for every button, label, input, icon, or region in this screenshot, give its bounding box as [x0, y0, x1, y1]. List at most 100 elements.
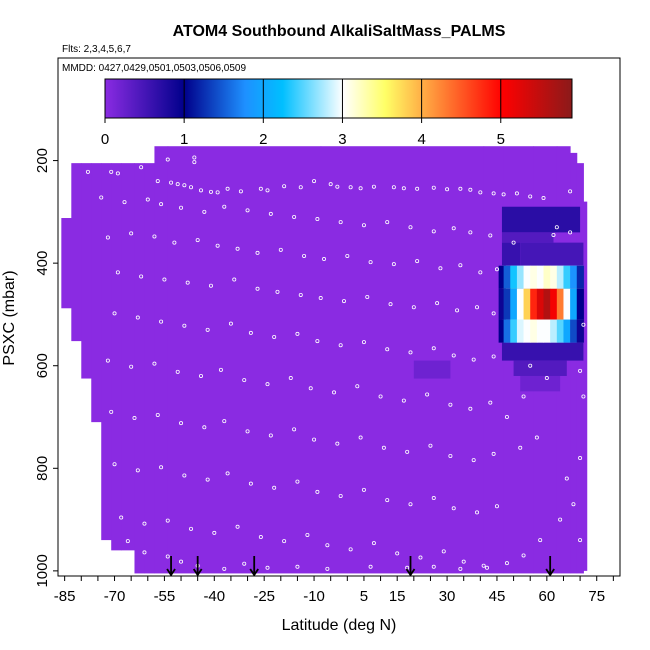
sample-point: [295, 479, 300, 484]
x-tick-label: 15: [389, 588, 406, 605]
sample-point: [175, 182, 180, 187]
x-tick-label: -40: [203, 588, 225, 605]
sample-point: [205, 477, 210, 482]
sample-point: [248, 481, 253, 486]
x-tick-label: 75: [588, 588, 605, 605]
plume-cell: [550, 265, 558, 289]
sample-point: [388, 302, 393, 307]
y-tick-label: 1000: [34, 554, 51, 587]
sample-point: [425, 392, 430, 397]
sample-point: [355, 384, 360, 389]
sample-point: [568, 230, 573, 235]
plume-cell: [516, 319, 525, 343]
sample-point: [511, 240, 516, 245]
sample-point: [494, 504, 499, 509]
sample-point: [335, 184, 340, 189]
sample-point: [235, 246, 240, 251]
chart-title: ATOM4 Southbound AlkaliSaltMass_PALMS: [173, 23, 506, 40]
sample-point: [198, 188, 203, 193]
sample-point: [568, 189, 573, 194]
sample-point: [202, 425, 207, 430]
x-tick-label: -25: [253, 588, 275, 605]
sample-point: [112, 462, 117, 467]
sample-point: [581, 322, 586, 327]
sample-point: [198, 373, 203, 378]
sample-point: [115, 270, 120, 275]
coverage-column: [144, 163, 155, 574]
sample-point: [179, 205, 184, 210]
sample-point: [391, 262, 396, 267]
sample-point: [315, 339, 320, 344]
sample-point: [554, 225, 559, 230]
flight-arrow-head: [249, 568, 259, 577]
plume-cell: [570, 288, 578, 320]
sample-point: [435, 301, 440, 306]
coverage-column: [61, 218, 72, 309]
sample-point: [478, 270, 483, 275]
sample-point: [391, 185, 396, 190]
sample-point: [448, 402, 453, 407]
sample-point: [514, 191, 519, 196]
heatmap-cell: [413, 360, 451, 379]
sample-point: [415, 259, 420, 264]
plume-cell: [510, 265, 518, 289]
plume-cell: [543, 319, 551, 343]
x-tick-label: 45: [489, 588, 506, 605]
sample-point: [488, 400, 493, 405]
sample-point: [228, 321, 233, 326]
plume-cell: [543, 288, 551, 320]
sample-point: [142, 550, 147, 555]
sample-point: [534, 435, 539, 440]
plume-cell: [570, 319, 578, 343]
sample-point: [428, 443, 433, 448]
sample-point: [544, 376, 549, 381]
sample-point: [242, 561, 247, 566]
sample-point: [212, 530, 217, 535]
sample-point: [282, 184, 287, 189]
flights-label: Flts: 2,3,4,5,6,7: [62, 44, 131, 55]
flight-arrow-head: [405, 568, 416, 577]
sample-point: [255, 250, 260, 255]
plume-cell: [563, 288, 571, 320]
plume-cell: [570, 265, 578, 289]
sample-point: [431, 346, 436, 351]
plume-cell: [498, 288, 506, 320]
plume-cell: [530, 319, 538, 343]
sample-point: [431, 564, 436, 569]
plume-cell: [556, 265, 564, 289]
sample-point: [365, 294, 370, 299]
plume-cells: [498, 265, 584, 343]
plume-cell: [536, 265, 545, 289]
sample-point: [451, 226, 456, 231]
colorbar-ticks: 0 1 2 3 4 5: [101, 79, 505, 148]
sample-point: [578, 368, 583, 373]
sample-point: [461, 559, 466, 564]
colorbar-tick-label: 3: [338, 131, 346, 148]
y-tick-label: 400: [34, 251, 51, 276]
plume-cell: [550, 319, 558, 343]
sample-point: [115, 171, 120, 176]
x-tick-label: 60: [538, 588, 555, 605]
sample-point: [179, 559, 184, 564]
sample-point: [268, 433, 273, 438]
sample-point: [248, 330, 253, 335]
sample-point: [332, 390, 337, 395]
sample-point: [312, 179, 317, 184]
sample-point: [451, 353, 456, 358]
sample-point: [189, 526, 194, 531]
coverage-column: [121, 163, 135, 551]
flight-arrow-head: [166, 568, 176, 577]
sample-point: [488, 233, 493, 238]
sample-point: [182, 183, 187, 188]
sample-point: [418, 555, 423, 560]
sample-point: [521, 394, 526, 399]
plume-cell: [530, 288, 538, 320]
sample-point: [265, 565, 270, 570]
coverage-column: [576, 163, 584, 574]
sample-point: [381, 445, 386, 450]
sample-point: [298, 292, 303, 297]
sample-point: [475, 305, 480, 310]
sample-point: [401, 186, 406, 191]
sample-point: [471, 357, 476, 362]
sample-point: [245, 208, 250, 213]
